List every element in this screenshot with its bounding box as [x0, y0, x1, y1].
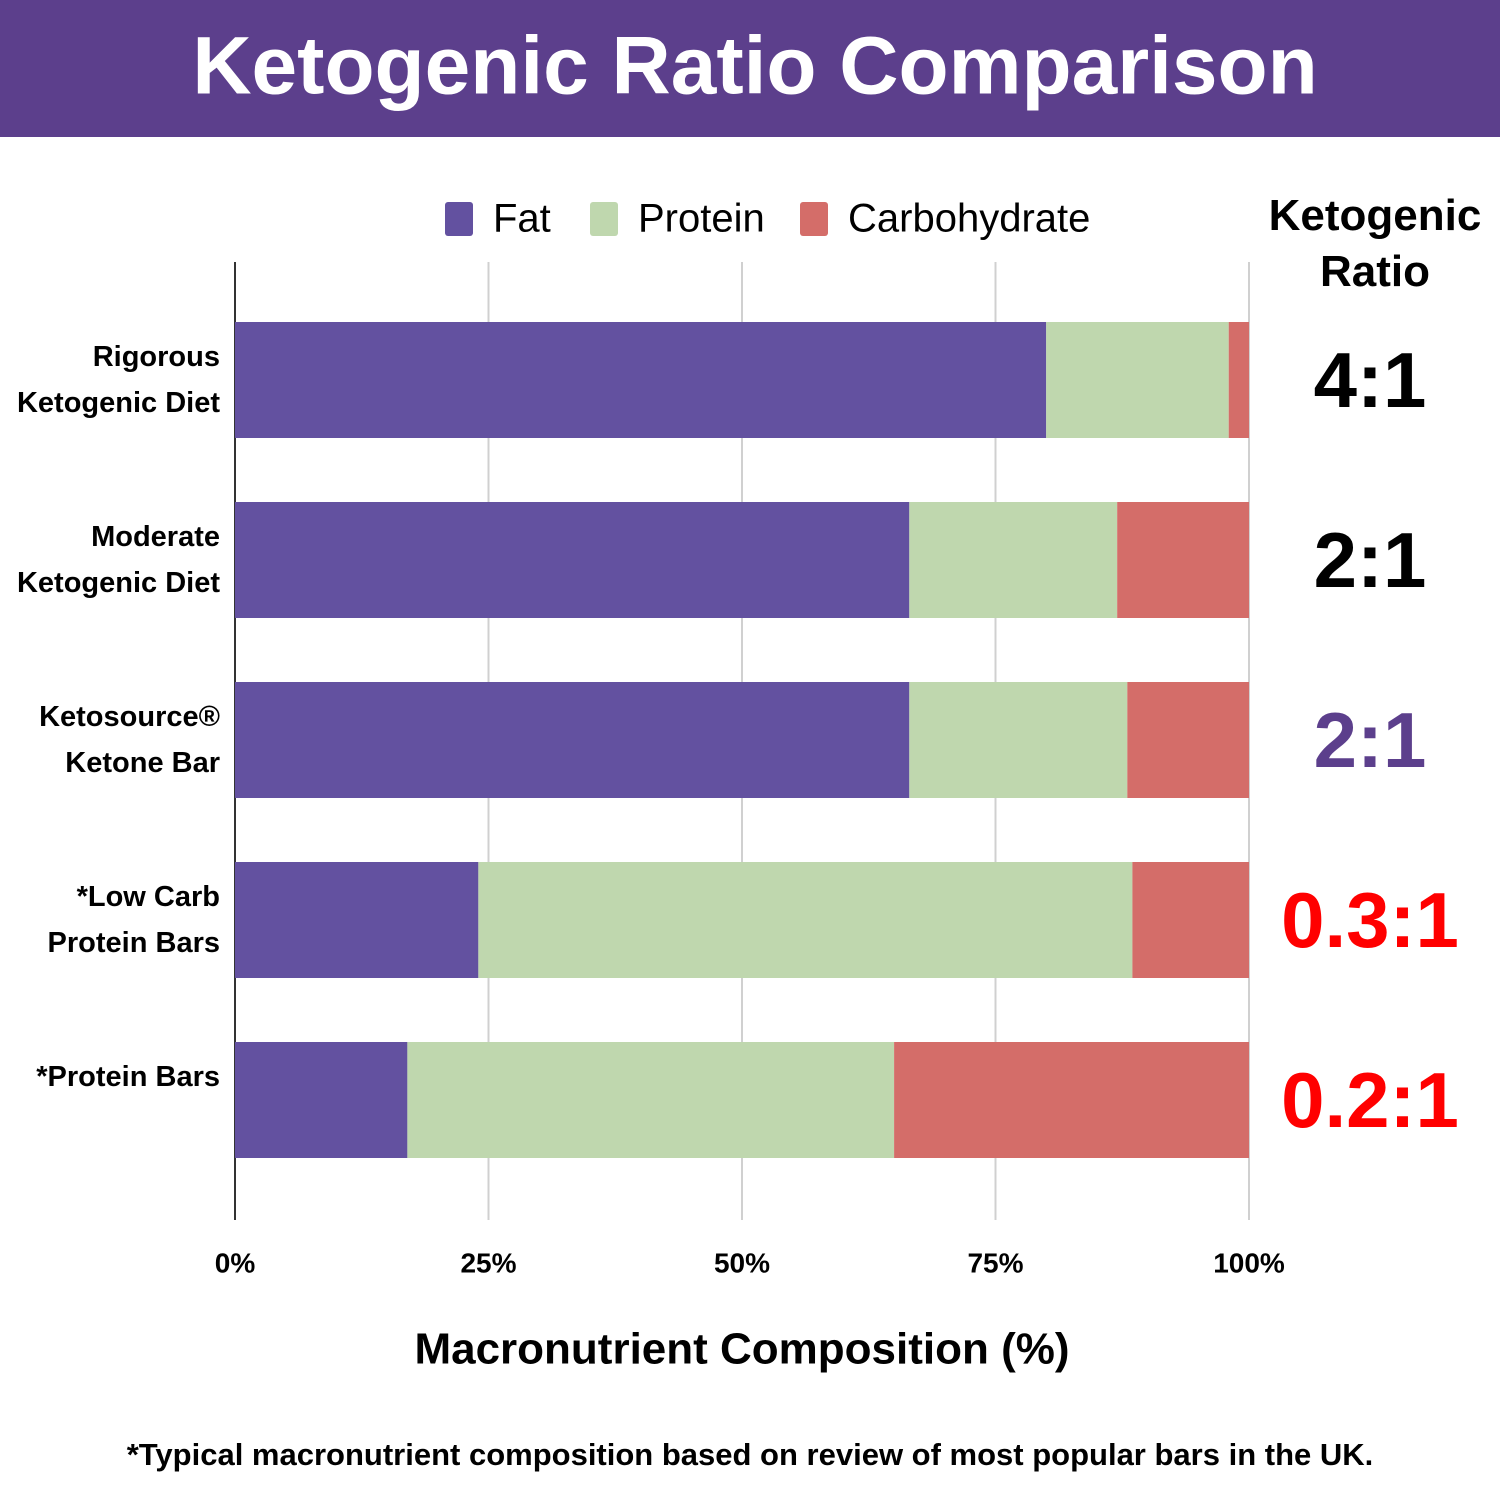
ratio-label: 0.3:1 [1281, 876, 1459, 964]
title-band [0, 0, 1500, 137]
legend-swatch [445, 202, 473, 236]
bar-segment [235, 502, 910, 618]
bar-segment [235, 322, 1047, 438]
bar-segment [1228, 322, 1249, 438]
ratio-header: Ketogenic Ratio [1268, 191, 1482, 296]
x-tick-label: 100% [1213, 1247, 1285, 1278]
bar-segment [1117, 502, 1249, 618]
ratio-label: 2:1 [1313, 516, 1427, 604]
chart-title: Ketogenic Ratio Comparison [192, 21, 1317, 112]
bar-segment [894, 1042, 1249, 1158]
bar-segment [235, 1042, 408, 1158]
legend-label: Carbohydrate [848, 197, 1090, 241]
category-label: Moderate Ketogenic Diet [16, 521, 220, 599]
bar-segment [235, 862, 479, 978]
bar-segment [909, 682, 1128, 798]
bar-segment [1132, 862, 1249, 978]
ratio-label: 2:1 [1313, 696, 1427, 784]
category-label: Ketosource® Ketone Bar [39, 701, 220, 779]
legend-swatch [800, 202, 828, 236]
legend-label: Protein [638, 197, 765, 241]
ratio-label: 0.2:1 [1281, 1056, 1459, 1144]
x-tick-label: 25% [460, 1247, 516, 1278]
x-tick-label: 50% [714, 1247, 770, 1278]
footnote: *Typical macronutrient composition based… [127, 1437, 1374, 1472]
bar-segment [1046, 322, 1229, 438]
category-label: *Protein Bars [36, 1061, 220, 1093]
legend-swatch [590, 202, 618, 236]
bar-segment [478, 862, 1133, 978]
category-label: *Low Carb Protein Bars [47, 881, 220, 959]
legend-label: Fat [493, 197, 551, 241]
x-tick-label: 75% [967, 1247, 1023, 1278]
bar-segment [1127, 682, 1249, 798]
ratio-label: 4:1 [1313, 336, 1427, 424]
category-label: Rigorous Ketogenic Diet [16, 341, 220, 419]
bar-segment [407, 1042, 895, 1158]
x-axis-title: Macronutrient Composition (%) [414, 1325, 1069, 1374]
bar-segment [909, 502, 1118, 618]
x-tick-label: 0% [215, 1247, 256, 1278]
bar-segment [235, 682, 910, 798]
